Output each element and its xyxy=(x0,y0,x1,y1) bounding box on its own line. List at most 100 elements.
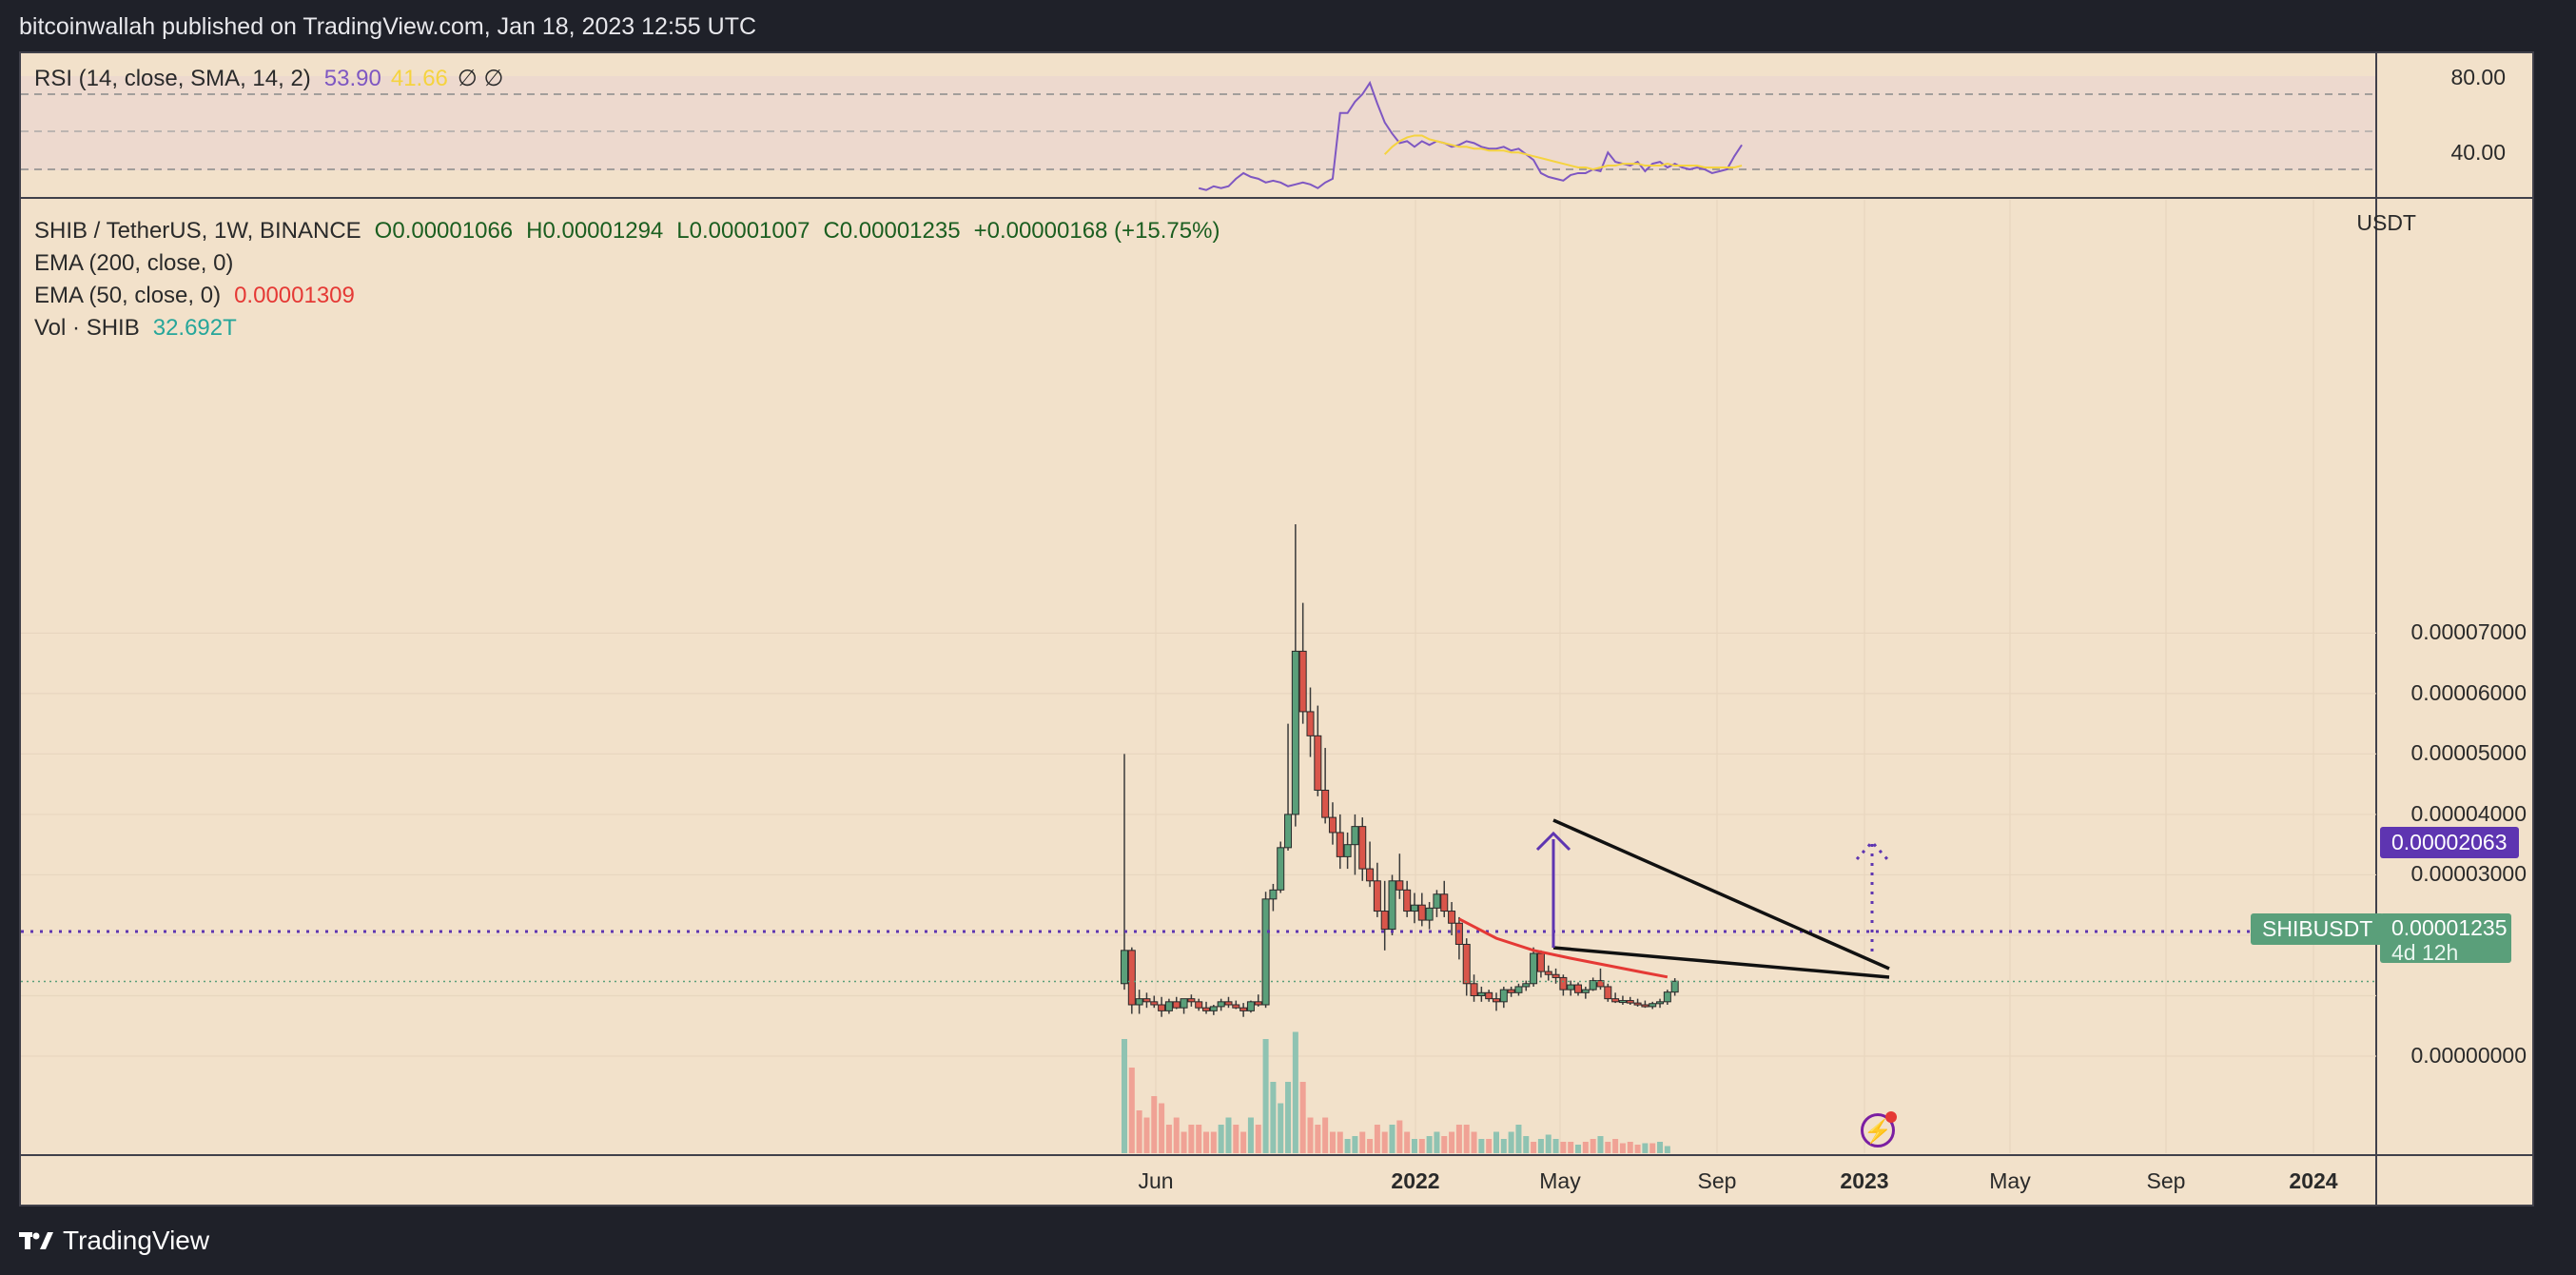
volume-bar xyxy=(1404,1131,1411,1153)
candle-down xyxy=(1440,893,1449,912)
volume-bar xyxy=(1299,1082,1306,1153)
candle-down xyxy=(1544,971,1552,975)
candle-up xyxy=(1567,984,1575,991)
last-price-value: 0.00001235 xyxy=(2391,915,2508,940)
time-tick-label: May xyxy=(1539,1168,1581,1193)
volume-bar xyxy=(1315,1125,1321,1153)
main-legend[interactable]: SHIB / TetherUS, 1W, BINANCE O0.00001066 H… xyxy=(34,215,1233,344)
volume-bar xyxy=(1434,1131,1440,1153)
candle-down xyxy=(1626,1000,1634,1004)
candle-up xyxy=(1656,1001,1665,1005)
time-tick-label: Sep xyxy=(1697,1168,1737,1193)
candle-down xyxy=(1485,991,1493,1000)
volume-bar xyxy=(1642,1143,1649,1153)
candle-down xyxy=(1366,868,1375,882)
rsi-extra: ∅ ∅ xyxy=(457,66,504,91)
volume-bar xyxy=(1128,1068,1135,1153)
volume-bar xyxy=(1151,1096,1158,1153)
candle-down xyxy=(1142,998,1151,1003)
rsi-sma-value: 41.66 xyxy=(390,66,448,91)
footer: TradingView xyxy=(19,1226,209,1256)
volume-bar xyxy=(1389,1125,1395,1153)
candle-up xyxy=(1351,826,1359,846)
volume-bar xyxy=(1218,1125,1224,1153)
tradingview-logo-icon[interactable] xyxy=(19,1230,55,1251)
volume-bar xyxy=(1337,1131,1343,1153)
volume-bar xyxy=(1627,1142,1633,1153)
candle-up xyxy=(1164,1001,1173,1011)
volume-bar xyxy=(1210,1131,1217,1153)
volume-bar xyxy=(1381,1131,1388,1153)
volume-bar xyxy=(1270,1082,1277,1153)
candle-down xyxy=(1417,904,1426,921)
price-tick-label: 0.00006000 xyxy=(2410,679,2527,705)
volume-bar xyxy=(1255,1125,1261,1153)
volume-bar xyxy=(1523,1136,1530,1153)
candle-down xyxy=(1395,880,1404,891)
candle-up xyxy=(1209,1006,1218,1011)
candle-up xyxy=(1261,898,1270,1006)
candle-down xyxy=(1559,976,1568,991)
countdown: 4d 12h xyxy=(2391,940,2459,965)
volume-value: 32.692T xyxy=(152,315,237,341)
candle-up xyxy=(1180,998,1188,1009)
lightning-icon[interactable]: ⚡ xyxy=(1861,1113,1895,1148)
volume-bar xyxy=(1575,1145,1582,1153)
candle-up xyxy=(1135,998,1143,1006)
candle-down xyxy=(1611,998,1620,1003)
candle-up xyxy=(1388,880,1396,931)
candle-up xyxy=(1589,980,1597,991)
volume-bar xyxy=(1493,1131,1499,1153)
candle-down xyxy=(1239,1007,1248,1011)
price-tick-label: 0.00003000 xyxy=(2410,861,2527,887)
volume-bar xyxy=(1597,1136,1604,1153)
volume-bar xyxy=(1262,1039,1269,1153)
candle-down xyxy=(1158,1004,1166,1011)
candle-up xyxy=(1433,893,1441,909)
candle-up xyxy=(1284,814,1293,849)
volume-bar xyxy=(1649,1143,1656,1153)
candle-down xyxy=(1536,952,1545,972)
time-tick-label: Jun xyxy=(1138,1168,1174,1193)
candle-down xyxy=(1574,984,1583,993)
candle-down xyxy=(1604,986,1612,1000)
candle-down xyxy=(1202,1007,1211,1011)
volume-bar xyxy=(1374,1125,1380,1153)
volume-bar xyxy=(1560,1142,1567,1153)
rsi-level-40: 40.00 xyxy=(2450,140,2506,165)
candle-up xyxy=(1343,844,1352,857)
candle-up xyxy=(1618,1000,1627,1004)
rsi-band xyxy=(21,76,2376,170)
wedge-upper-line xyxy=(1552,818,1890,971)
volume-bar xyxy=(1352,1136,1358,1153)
volume-bar xyxy=(1486,1139,1493,1153)
volume-bar xyxy=(1359,1131,1366,1153)
price-tick-label: 0.00005000 xyxy=(2410,740,2527,766)
volume-bar xyxy=(1568,1142,1574,1153)
time-tick-label: 2024 xyxy=(2289,1168,2338,1193)
volume-bar xyxy=(1545,1134,1551,1153)
candle-up xyxy=(1514,986,1523,993)
candle-down xyxy=(1470,983,1478,996)
candle-up xyxy=(1670,980,1679,993)
symbol-label: SHIB / TetherUS, 1W, BINANCE xyxy=(34,218,361,244)
volume-bar xyxy=(1537,1139,1544,1153)
chart-frame[interactable] xyxy=(19,51,2534,1206)
volume-bar xyxy=(1449,1131,1455,1153)
volume-bar xyxy=(1657,1142,1664,1153)
volume-bar xyxy=(1367,1139,1374,1153)
volume-bar xyxy=(1463,1125,1470,1153)
volume-bar xyxy=(1500,1139,1507,1153)
symbol-row: SHIB / TetherUS, 1W, BINANCE O0.00001066 H… xyxy=(34,215,1233,247)
target-price-tag: 0.00002063 xyxy=(2380,827,2519,858)
candle-up xyxy=(1499,989,1508,1003)
candle-down xyxy=(1127,950,1136,1006)
measured-move-arrow xyxy=(1535,831,1571,852)
overlays xyxy=(21,818,2376,983)
candle-up xyxy=(1269,889,1278,900)
candle-down xyxy=(1493,998,1500,1003)
rsi-value: 53.90 xyxy=(323,66,381,91)
candle-up xyxy=(1522,983,1531,988)
rsi-legend[interactable]: RSI (14, close, SMA, 14, 2) 53.90 41.66 ∅ ∅ xyxy=(34,65,517,92)
